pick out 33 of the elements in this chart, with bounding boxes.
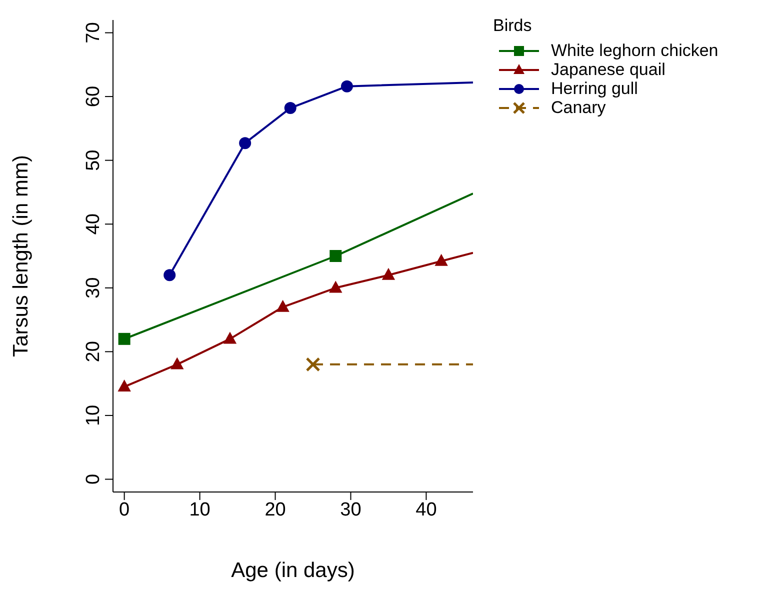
legend-label: Herring gull	[551, 79, 638, 98]
x-tick-label: 30	[340, 499, 362, 520]
point	[118, 380, 131, 392]
y-tick-label: 70	[83, 22, 104, 44]
legend-label: Japanese quail	[551, 60, 666, 79]
point	[239, 137, 252, 150]
y-tick-label: 40	[83, 214, 104, 235]
y-axis-title: Tarsus length (in mm)	[9, 155, 32, 357]
point	[284, 102, 296, 114]
x-tick-label: 10	[189, 499, 210, 520]
legend-title: Birds	[493, 16, 533, 35]
y-tick-label: 60	[83, 86, 104, 108]
legend-label: White leghorn chicken	[551, 41, 718, 60]
point	[276, 300, 290, 312]
point	[164, 269, 176, 282]
point	[329, 280, 342, 293]
point	[382, 268, 396, 280]
x-tick-label: 20	[264, 499, 286, 520]
x-axis-title: Age (in days)	[231, 559, 355, 582]
point	[330, 250, 342, 262]
point	[434, 254, 448, 266]
x-tick-label: 40	[416, 499, 437, 520]
y-tick-label: 50	[83, 150, 104, 171]
point	[118, 332, 130, 345]
y-tick-label: 30	[83, 277, 104, 298]
y-tick-label: 10	[83, 404, 104, 426]
y-tick-label: 20	[83, 341, 104, 362]
point	[170, 357, 184, 370]
x-tick-label: 0	[119, 499, 130, 520]
legend-label: Canary	[551, 98, 606, 117]
point	[223, 332, 237, 344]
y-tick-label: 0	[83, 474, 104, 485]
point	[340, 80, 353, 92]
